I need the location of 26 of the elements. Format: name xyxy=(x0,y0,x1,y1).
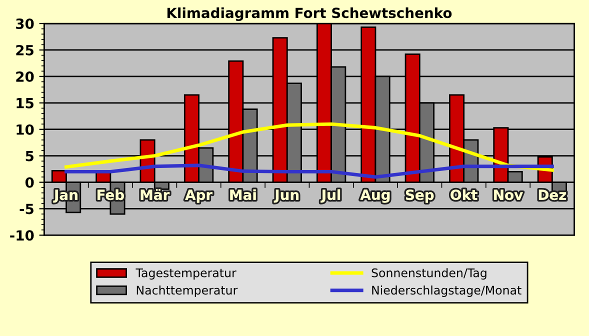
x-tick-label: Jun xyxy=(274,190,299,203)
y-tick-label: 5 xyxy=(26,150,34,162)
x-tick-label: Dez xyxy=(538,190,566,200)
x-tick-label: Sep xyxy=(406,190,434,203)
legend-label: Nachttemperatur xyxy=(136,286,238,297)
x-tick-label: Jul xyxy=(320,189,340,203)
x-tick-label: Okt xyxy=(450,189,478,200)
chart-title: Klimadiagramm Fort Schewtschenko xyxy=(167,7,452,21)
line-series xyxy=(64,122,554,172)
y-tick-label: 20 xyxy=(16,71,34,82)
y-tick-label: 15 xyxy=(16,98,34,108)
x-tick-label: Mär xyxy=(140,189,170,200)
y-tick-label: -10 xyxy=(10,230,34,241)
x-tick-label: Apr xyxy=(185,190,213,203)
y-tick-label: -5 xyxy=(20,204,34,214)
y-tick-label: 25 xyxy=(16,44,34,56)
legend-label: Sonnenstunden/Tag xyxy=(372,268,486,280)
x-tick-label: Aug xyxy=(360,190,390,203)
x-tick-label: Mai xyxy=(230,189,256,200)
y-tick-label: 0 xyxy=(25,177,34,188)
line-series xyxy=(64,164,554,179)
y-tick-label: 10 xyxy=(16,124,34,135)
y-tick-label: 30 xyxy=(16,18,34,29)
legend-label: Tagestemperatur xyxy=(136,268,236,280)
x-tick-label: Nov xyxy=(494,190,523,200)
legend-label: Niederschlagstage/Monat xyxy=(372,286,522,297)
